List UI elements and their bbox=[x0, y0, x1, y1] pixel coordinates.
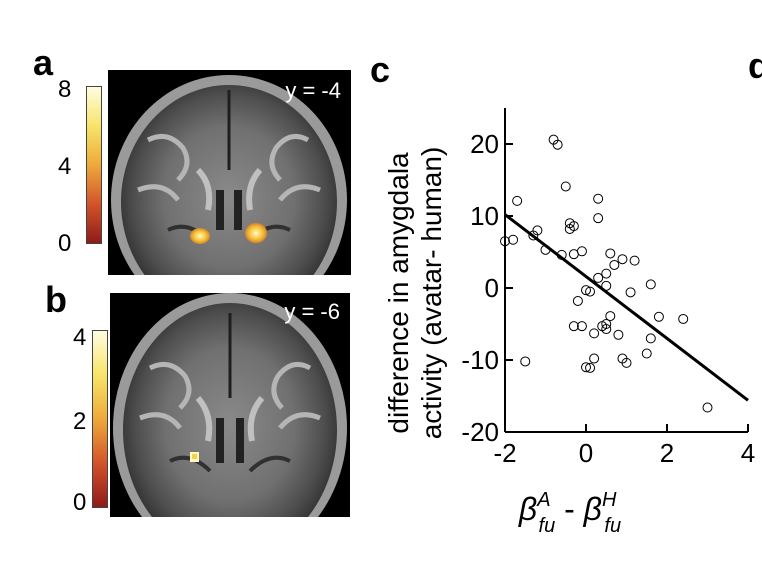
slice-label-a: y = -4 bbox=[285, 78, 341, 103]
data-point bbox=[589, 328, 600, 339]
data-point bbox=[617, 254, 628, 265]
data-point bbox=[621, 357, 632, 368]
data-point bbox=[601, 324, 612, 335]
data-point bbox=[560, 181, 571, 192]
colorbar-b-tick-min: 0 bbox=[73, 489, 87, 516]
ylabel-line1: difference in amygdala bbox=[383, 152, 414, 434]
fit-line-group bbox=[504, 213, 749, 402]
data-point bbox=[585, 362, 596, 373]
x-tick-label: 4 bbox=[741, 438, 755, 468]
activation-blob-right-a bbox=[245, 223, 267, 243]
data-point bbox=[581, 285, 591, 296]
data-point bbox=[678, 313, 689, 324]
data-point bbox=[593, 213, 604, 224]
data-point bbox=[625, 287, 636, 298]
y-tick-label: 0 bbox=[485, 273, 499, 303]
y-tick-label: -20 bbox=[461, 417, 499, 447]
data-points bbox=[500, 134, 713, 413]
y-tick-label: 10 bbox=[470, 201, 499, 231]
data-point bbox=[576, 246, 587, 257]
x-tick-label: 0 bbox=[579, 438, 593, 468]
panel-letter-a: a bbox=[33, 42, 54, 83]
colorbar-a bbox=[86, 86, 102, 244]
slice-label-b: y = -6 bbox=[284, 299, 340, 324]
data-point bbox=[520, 356, 531, 367]
colorbar-b-tick-max: 4 bbox=[73, 324, 87, 351]
data-point bbox=[593, 193, 604, 204]
data-point bbox=[589, 353, 600, 364]
data-point bbox=[508, 234, 519, 245]
x-tick-label: -2 bbox=[493, 438, 516, 468]
data-point bbox=[568, 321, 579, 332]
data-point bbox=[641, 348, 652, 359]
colorbar-a-tick-mid: 4 bbox=[58, 153, 72, 180]
data-point bbox=[601, 268, 612, 279]
data-point bbox=[532, 225, 543, 236]
brain-coronal-image-b bbox=[110, 293, 350, 563]
data-point bbox=[629, 255, 640, 266]
scatter-plot: difference in amygdala activity (avatar-… bbox=[383, 108, 755, 537]
activation-blob-left-a bbox=[190, 228, 210, 244]
data-point bbox=[568, 221, 579, 232]
data-point bbox=[605, 311, 616, 322]
panel-letter-c: c bbox=[370, 49, 391, 90]
regression-line bbox=[504, 213, 749, 402]
data-point bbox=[585, 286, 596, 297]
panel-letter-b: b bbox=[45, 279, 67, 320]
ylabel-line2: activity (avatar- human) bbox=[416, 147, 447, 440]
data-point bbox=[572, 295, 583, 306]
data-point bbox=[702, 402, 713, 413]
data-point bbox=[605, 248, 616, 259]
y-tick-label: -10 bbox=[461, 345, 499, 375]
data-point bbox=[593, 272, 604, 283]
colorbar-b bbox=[92, 330, 108, 508]
brain-slice-b: y = -6 bbox=[110, 293, 350, 563]
brain-coronal-image-a bbox=[108, 70, 351, 325]
data-point bbox=[500, 236, 510, 247]
data-point bbox=[645, 279, 656, 290]
data-point bbox=[645, 333, 656, 344]
colorbar-a-tick-max: 8 bbox=[58, 76, 72, 103]
data-point bbox=[601, 319, 612, 329]
data-point bbox=[609, 259, 620, 270]
colorbar-b-tick-mid: 2 bbox=[73, 408, 87, 435]
xlabel: βA fu - βH fu bbox=[518, 489, 621, 537]
x-tick-label: 2 bbox=[660, 438, 674, 468]
data-point bbox=[576, 321, 587, 332]
colorbar-a-tick-min: 0 bbox=[58, 230, 72, 257]
data-point bbox=[613, 329, 624, 340]
y-tick-label: 20 bbox=[470, 129, 499, 159]
data-point bbox=[552, 139, 563, 150]
brain-slice-a: y = -4 bbox=[108, 70, 351, 325]
data-point bbox=[653, 311, 664, 322]
data-point bbox=[581, 362, 591, 373]
panel-letter-d: d bbox=[748, 45, 762, 86]
data-point bbox=[512, 195, 523, 206]
